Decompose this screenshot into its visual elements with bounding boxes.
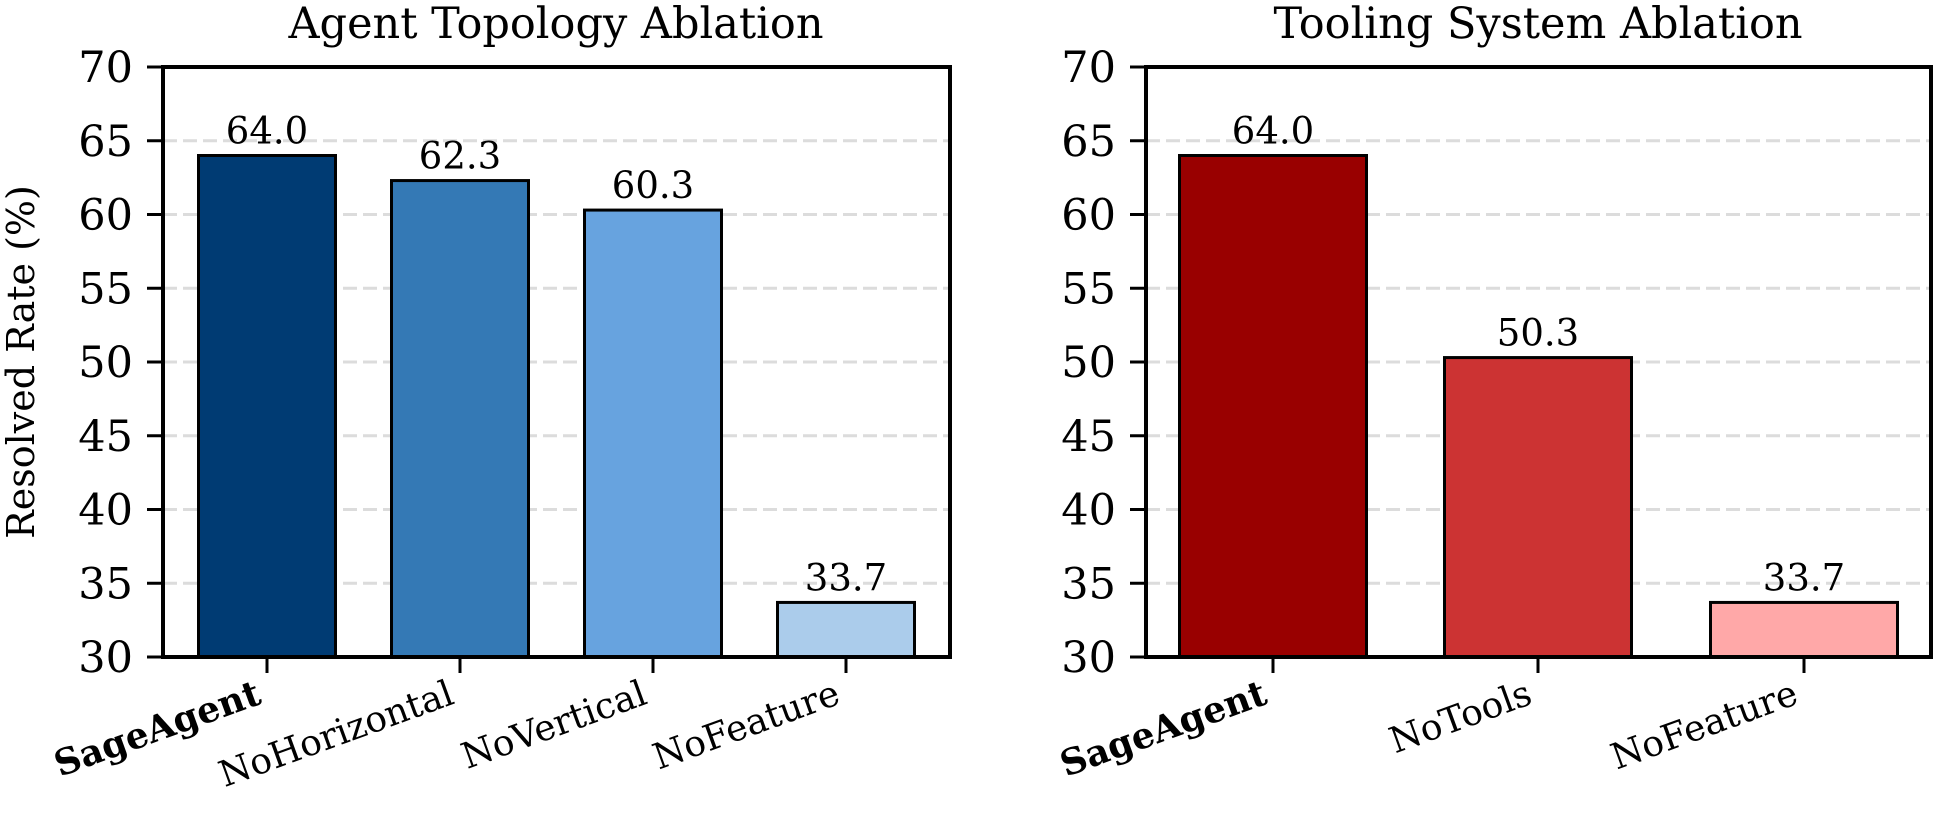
bar-series: 64.0 62.3 60.3 33.7 bbox=[197, 110, 916, 659]
bar bbox=[1709, 600, 1899, 659]
panel-tooling-system: Tooling System Ablation 64.050.333.7 303… bbox=[1055, 0, 1933, 786]
x-tick-label: NoTools bbox=[1384, 673, 1537, 762]
y-tick-label: 35 bbox=[1061, 559, 1116, 609]
bar-novertical: 60.3 bbox=[583, 164, 723, 659]
y-tick-label: 70 bbox=[1061, 43, 1116, 93]
y-axis-ticks: 30 35 40 45 50 55 60 65 70 bbox=[1061, 43, 1146, 683]
bar bbox=[197, 154, 337, 659]
bar-value-label: 33.7 bbox=[1763, 556, 1845, 599]
chart-title: Agent Topology Ablation bbox=[287, 0, 823, 49]
chart-title: Tooling System Ablation bbox=[1273, 0, 1802, 49]
y-tick-label: 70 bbox=[78, 43, 133, 93]
bar-nofeature: 33.7 bbox=[1709, 556, 1899, 659]
bar-value-label: 60.3 bbox=[612, 164, 694, 207]
y-tick-label: 35 bbox=[78, 559, 133, 609]
bar bbox=[1443, 356, 1633, 659]
x-tick-label: NoFeature bbox=[648, 673, 845, 778]
bar-sageagent: 64.0 bbox=[1178, 110, 1368, 659]
x-axis-ticks: SageAgent NoTools NoFeature bbox=[1055, 657, 1806, 786]
x-tick-label: NoFeature bbox=[1606, 673, 1803, 778]
y-tick-label: 40 bbox=[78, 486, 133, 536]
bar bbox=[583, 208, 723, 659]
y-tick-label: 30 bbox=[78, 633, 133, 683]
bar bbox=[1178, 154, 1368, 659]
y-tick-label: 30 bbox=[1061, 633, 1116, 683]
bar-nofeature: 33.7 bbox=[776, 556, 916, 659]
y-tick-label: 50 bbox=[1061, 338, 1116, 388]
bar-value-label: 33.7 bbox=[805, 556, 887, 599]
bar-value-label: 64.0 bbox=[1232, 110, 1314, 153]
x-tick-label: NoVertical bbox=[456, 673, 652, 778]
bar-value-label: 62.3 bbox=[419, 135, 501, 178]
bar-notools: 50.3 bbox=[1443, 312, 1633, 659]
y-tick-label: 60 bbox=[78, 191, 133, 241]
bar-value-label: 50.3 bbox=[1497, 312, 1579, 355]
y-tick-label: 45 bbox=[78, 412, 133, 462]
y-tick-label: 60 bbox=[1061, 191, 1116, 241]
panel-agent-topology: Agent Topology Ablation 64.0 62.3 60.3 33.7… bbox=[49, 0, 952, 796]
bar bbox=[390, 179, 530, 659]
y-axis-label: Resolved Rate (%) bbox=[0, 185, 43, 539]
y-tick-label: 65 bbox=[1061, 117, 1116, 167]
bar-value-label: 64.0 bbox=[226, 110, 308, 153]
y-tick-label: 50 bbox=[78, 338, 133, 388]
bar bbox=[776, 600, 916, 659]
bar-series: 64.0 50.3 33.7 bbox=[1178, 110, 1899, 659]
bar-nohorizontal: 62.3 bbox=[390, 135, 530, 659]
x-tick-label: SageAgent bbox=[1055, 672, 1273, 786]
bar-sageagent: 64.0 bbox=[197, 110, 337, 659]
y-tick-label: 65 bbox=[78, 117, 133, 167]
y-tick-label: 55 bbox=[78, 264, 133, 314]
y-tick-label: 45 bbox=[1061, 412, 1116, 462]
y-tick-label: 40 bbox=[1061, 486, 1116, 536]
y-axis-ticks: 30 35 40 45 50 55 60 65 70 bbox=[78, 43, 163, 683]
y-tick-label: 55 bbox=[1061, 264, 1116, 314]
